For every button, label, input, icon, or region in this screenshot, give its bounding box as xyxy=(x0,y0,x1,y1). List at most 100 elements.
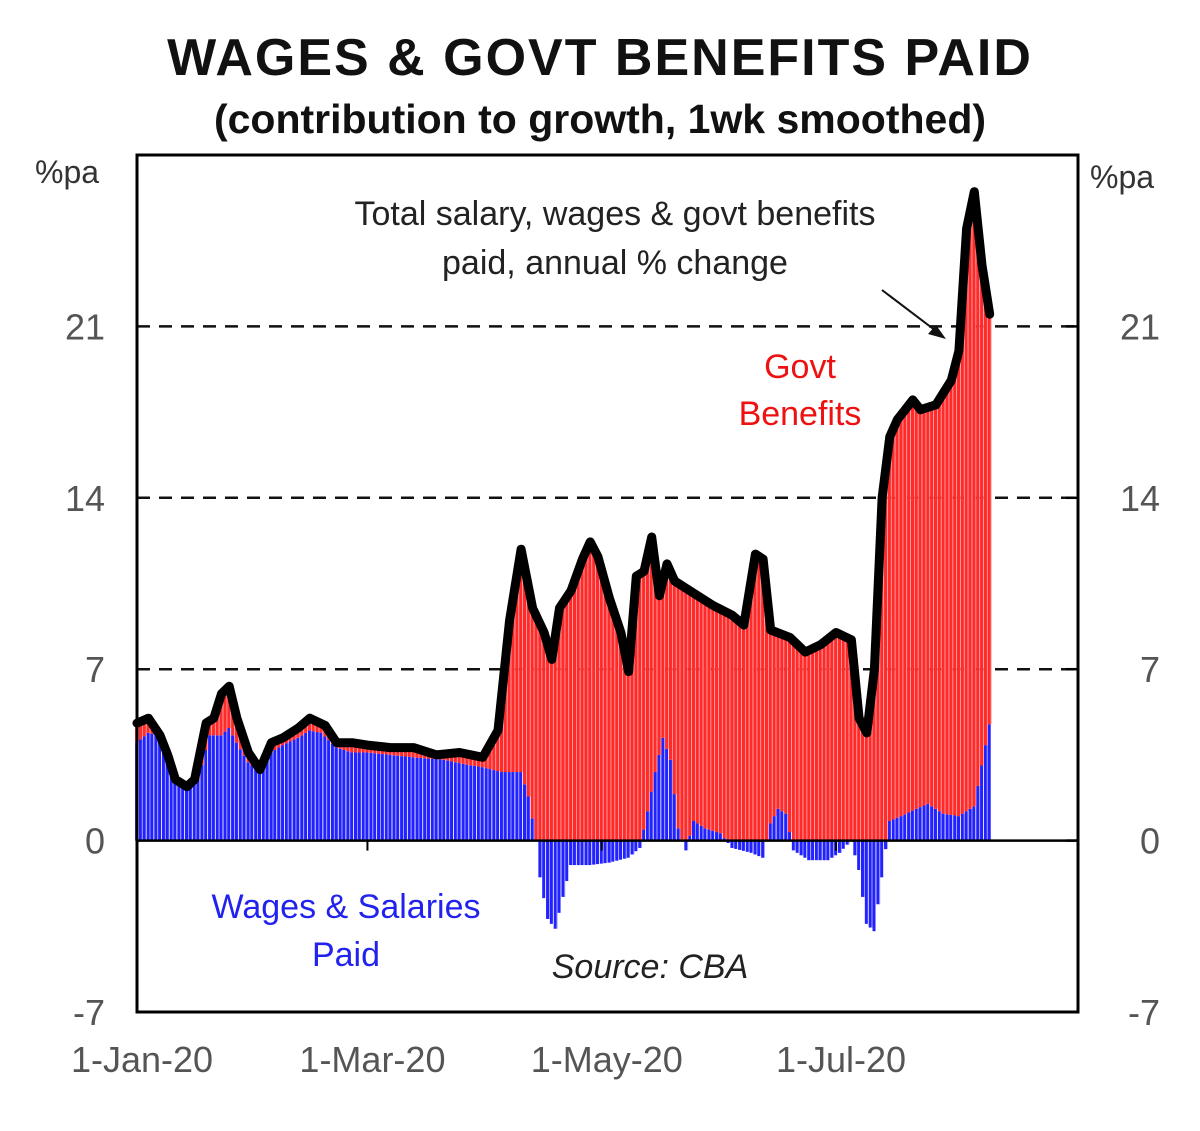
govt-bar xyxy=(611,609,615,841)
wages-bar-gap xyxy=(164,744,166,841)
govt-bar xyxy=(557,607,561,841)
govt-bar xyxy=(926,407,930,804)
govt-bar-gap xyxy=(963,289,965,814)
wages-bar xyxy=(811,840,815,861)
wages-bar-gap xyxy=(764,840,765,858)
govt-bar-gap xyxy=(760,556,762,841)
wages-bar xyxy=(599,840,603,864)
y-tick-label-left: 0 xyxy=(85,821,105,862)
govt-bar xyxy=(653,566,657,773)
govt-bar-gap xyxy=(775,631,777,817)
govt-bar xyxy=(849,639,853,841)
wages-bar-gap xyxy=(848,840,850,845)
wages-bar xyxy=(788,832,792,841)
wages-bar xyxy=(749,840,753,853)
wages-bar-gap xyxy=(710,829,712,841)
govt-bar-gap xyxy=(695,593,696,822)
govt-bar-gap xyxy=(990,314,992,725)
wages-bar-gap xyxy=(587,840,589,866)
wages-bar xyxy=(907,812,911,841)
govt-bar-gap xyxy=(675,581,677,795)
wages-bar-gap xyxy=(718,832,719,841)
wages-bar xyxy=(918,807,922,841)
govt-bar-gap xyxy=(691,590,692,836)
wages-bar-gap xyxy=(380,753,381,841)
wages-bar xyxy=(615,840,619,861)
wages-bar xyxy=(941,813,945,841)
wages-bar xyxy=(699,825,703,841)
wages-bar xyxy=(465,764,469,841)
govt-bar-gap xyxy=(798,644,800,841)
wages-bar-gap xyxy=(933,806,934,841)
govt-bar-gap xyxy=(641,573,643,841)
govt-bar xyxy=(549,659,553,841)
govt-bar xyxy=(837,634,842,841)
wages-bar xyxy=(715,832,719,841)
wages-bar xyxy=(784,813,788,841)
govt-bar-gap xyxy=(725,611,727,839)
govt-bar-gap xyxy=(856,678,858,841)
govt-bar xyxy=(780,634,784,812)
wages-bar xyxy=(933,808,937,841)
wages-bar xyxy=(261,765,265,841)
wages-bar xyxy=(711,830,715,841)
wages-bar xyxy=(565,840,569,882)
govt-bar xyxy=(534,616,538,841)
govt-bar xyxy=(899,414,903,817)
wages-bar xyxy=(311,731,315,841)
wages-bar-gap xyxy=(264,765,266,841)
wages-bar xyxy=(645,811,649,841)
govt-bar-gap xyxy=(867,732,869,841)
annotations: Total salary, wages & govt benefits paid… xyxy=(212,195,946,986)
wages-bar xyxy=(388,754,392,841)
govt-bar xyxy=(791,641,795,841)
govt-bar xyxy=(595,556,600,841)
govt-bar xyxy=(784,635,788,814)
govt-bar-gap xyxy=(745,625,746,841)
govt-bar-gap xyxy=(756,554,758,841)
wages-bar-gap xyxy=(825,840,827,861)
govt-bar-gap xyxy=(929,407,931,804)
wages-bar xyxy=(930,806,934,841)
govt-bar xyxy=(845,637,849,841)
govt-bar-gap xyxy=(541,624,543,841)
govt-bar xyxy=(142,719,146,737)
wages-bar-gap xyxy=(157,734,159,841)
govt-bar xyxy=(538,624,542,841)
govt-bar xyxy=(603,584,607,841)
wages-bar-gap xyxy=(956,815,958,841)
govt-bar-gap xyxy=(833,635,835,841)
wages-bar-gap xyxy=(426,758,427,841)
govt-bar-gap xyxy=(637,576,639,841)
wages-bar-gap xyxy=(963,813,965,841)
wages-bar-gap xyxy=(833,840,835,858)
govt-bar xyxy=(688,590,692,836)
wages-bar xyxy=(910,810,914,841)
govt-bar xyxy=(511,596,515,773)
govt-bar-gap xyxy=(602,570,604,841)
wages-bar xyxy=(703,828,707,841)
govt-bar-gap xyxy=(698,595,700,824)
wages-bar xyxy=(484,768,488,841)
govt-bar-gap xyxy=(656,566,658,773)
govt-bar xyxy=(983,289,987,746)
wages-bar xyxy=(626,840,630,858)
govt-bar-gap xyxy=(814,648,815,841)
govt-bar-gap xyxy=(702,598,704,826)
total-series-line xyxy=(132,187,995,792)
govt-bar-gap xyxy=(825,641,827,841)
govt-bar xyxy=(776,632,780,809)
wages-bar-gap xyxy=(149,732,151,841)
wages-bar xyxy=(884,840,888,850)
wages-bar xyxy=(864,840,868,924)
wages-bar-gap xyxy=(441,759,443,841)
wages-bar xyxy=(238,749,242,841)
wages-bar-gap xyxy=(295,739,297,841)
govt-benefits-label-line2: Benefits xyxy=(739,395,862,433)
govt-bar xyxy=(565,596,569,841)
govt-bar xyxy=(726,613,730,841)
wages-bar xyxy=(450,761,454,841)
govt-bar xyxy=(227,686,231,728)
wages-bar xyxy=(515,772,519,841)
wages-bar xyxy=(227,727,231,841)
